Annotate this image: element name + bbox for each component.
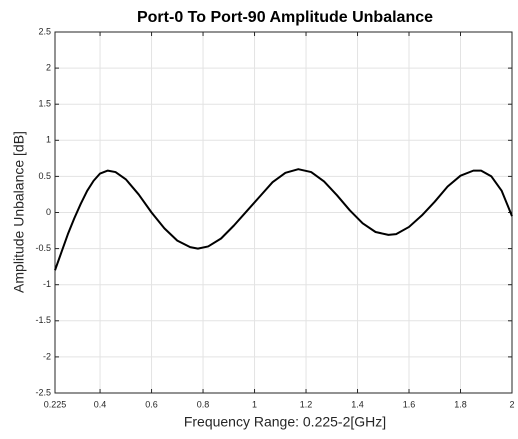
chart-title: Port-0 To Port-90 Amplitude Unbalance xyxy=(137,9,433,26)
y-tick-label: 0.5 xyxy=(38,171,51,181)
y-axis-label: Amplitude Unbalance [dB] xyxy=(11,131,27,293)
y-tick-label: 0 xyxy=(46,207,51,217)
y-tick-label: 2 xyxy=(46,62,51,72)
x-tick-label: 1.6 xyxy=(403,399,416,409)
x-tick-label: 2 xyxy=(509,399,514,409)
y-tick-label: 2.5 xyxy=(38,26,51,36)
x-tick-label: 0.8 xyxy=(197,399,210,409)
y-tick-label: -0.5 xyxy=(35,243,51,253)
x-tick-label: 1 xyxy=(252,399,257,409)
y-tick-label: 1.5 xyxy=(38,99,51,109)
y-tick-label: -2 xyxy=(43,351,51,361)
x-tick-label: 1.2 xyxy=(300,399,313,409)
plot-frame xyxy=(54,31,513,394)
x-tick-label: 0.6 xyxy=(145,399,158,409)
y-tick-label: 1 xyxy=(46,135,51,145)
x-tick-label: 0.225 xyxy=(44,399,67,409)
x-tick-label: 1.8 xyxy=(454,399,467,409)
x-tick-label: 1.4 xyxy=(351,399,364,409)
x-tick-label: 0.4 xyxy=(94,399,107,409)
y-tick-label: -1 xyxy=(43,279,51,289)
line xyxy=(54,168,513,271)
y-tick-label: -2.5 xyxy=(35,387,51,397)
x-axis-label: Frequency Range: 0.225-2[GHz] xyxy=(184,414,386,430)
y-tick-label: -1.5 xyxy=(35,315,51,325)
